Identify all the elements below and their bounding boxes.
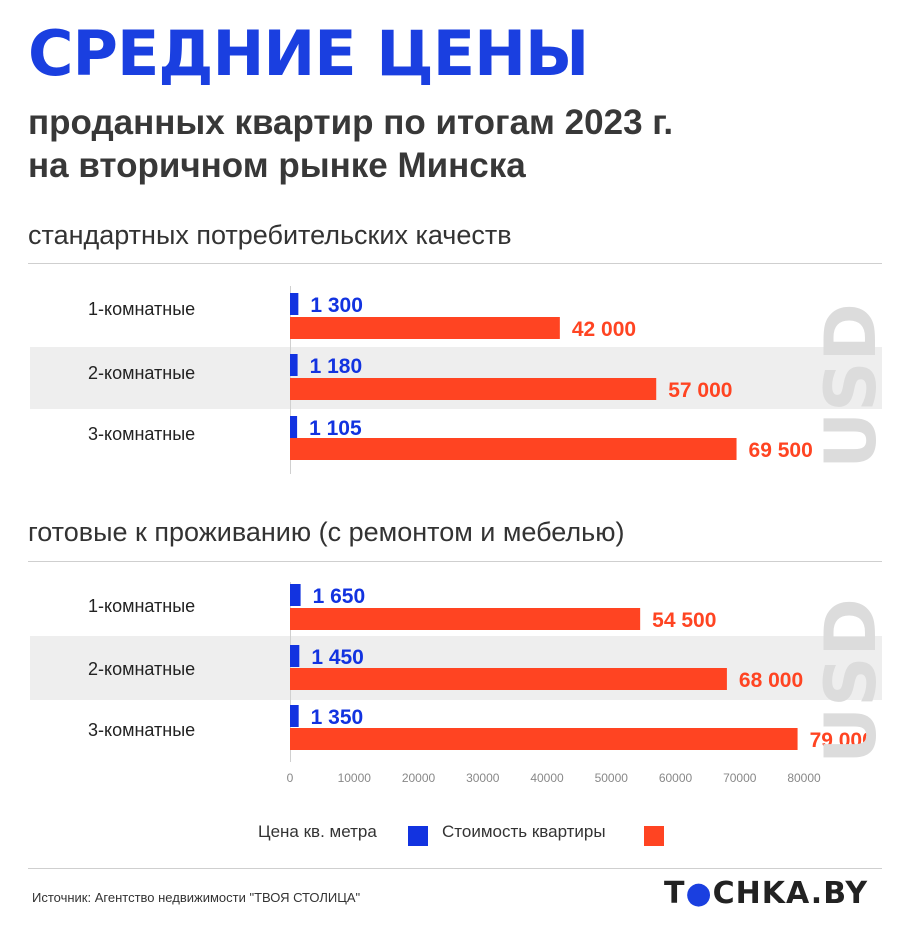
bar-price-per-sqm bbox=[290, 584, 301, 606]
data-label-per-sqm: 1 450 bbox=[311, 646, 364, 669]
subtitle-line-1: проданных квартир по итогам 2023 г. bbox=[28, 103, 674, 142]
x-tick-label: 60000 bbox=[659, 771, 693, 785]
legend-swatch-per-sqm bbox=[408, 826, 428, 846]
legend-label-total: Стоимость квартиры bbox=[442, 822, 606, 841]
data-label-apartment-price: 69 500 bbox=[749, 439, 813, 462]
bar-apartment-price bbox=[290, 608, 641, 630]
bar-apartment-price bbox=[290, 438, 737, 460]
section-divider bbox=[28, 263, 882, 264]
data-label-apartment-price: 54 500 bbox=[652, 609, 716, 632]
footer-divider bbox=[28, 868, 882, 869]
bar-price-per-sqm bbox=[290, 354, 298, 376]
category-label: 2-комнатные bbox=[88, 659, 196, 679]
data-label-per-sqm: 1 650 bbox=[313, 585, 366, 608]
legend-label-per-sqm: Цена кв. метра bbox=[258, 822, 377, 841]
section-title-standard: стандартных потребительских качеств bbox=[28, 220, 512, 250]
category-label: 1-комнатные bbox=[88, 596, 196, 616]
unit-watermark: USD bbox=[810, 303, 892, 469]
subtitle-line-2: на вторичном рынке Минска bbox=[28, 146, 526, 185]
x-tick-label: 30000 bbox=[466, 771, 500, 785]
bar-apartment-price bbox=[290, 378, 657, 400]
x-tick-label: 50000 bbox=[595, 771, 629, 785]
bar-apartment-price bbox=[290, 317, 560, 339]
bar-apartment-price bbox=[290, 728, 798, 750]
logo-dot-icon: ● bbox=[685, 876, 713, 911]
unit-watermark: USD bbox=[810, 598, 892, 764]
data-label-apartment-price: 42 000 bbox=[572, 318, 636, 341]
chart-subtitle: проданных квартир по итогам 2023 г. на в… bbox=[28, 101, 673, 187]
x-tick-label: 80000 bbox=[787, 771, 821, 785]
data-label-per-sqm: 1 350 bbox=[311, 706, 364, 729]
section-title-renovated: готовые к проживанию (с ремонтом и мебел… bbox=[28, 517, 625, 547]
brand-logo: T●CHKA.BY bbox=[664, 876, 869, 911]
category-label: 2-комнатные bbox=[88, 363, 196, 383]
chart-title: СРЕДНИЕ ЦЕНЫ bbox=[28, 17, 589, 90]
category-label: 3-комнатные bbox=[88, 424, 196, 444]
legend-swatch-total bbox=[644, 826, 664, 846]
x-tick-label: 10000 bbox=[338, 771, 372, 785]
section-divider bbox=[28, 561, 882, 562]
x-tick-label: 0 bbox=[287, 771, 294, 785]
data-label-per-sqm: 1 300 bbox=[310, 294, 363, 317]
bar-apartment-price bbox=[290, 668, 727, 690]
source-note: Источник: Агентство недвижимости "ТВОЯ С… bbox=[32, 890, 361, 905]
category-label: 3-комнатные bbox=[88, 720, 196, 740]
x-tick-label: 20000 bbox=[402, 771, 436, 785]
bar-price-per-sqm bbox=[290, 416, 298, 438]
bar-price-per-sqm bbox=[290, 705, 299, 727]
bar-price-per-sqm bbox=[290, 293, 299, 315]
category-label: 1-комнатные bbox=[88, 299, 196, 319]
data-label-per-sqm: 1 180 bbox=[310, 355, 363, 378]
data-label-per-sqm: 1 105 bbox=[309, 417, 362, 440]
x-tick-label: 70000 bbox=[723, 771, 757, 785]
data-label-apartment-price: 68 000 bbox=[739, 669, 803, 692]
data-label-apartment-price: 57 000 bbox=[668, 379, 732, 402]
bar-price-per-sqm bbox=[290, 645, 300, 667]
data-label-apartment-price: 79 000 bbox=[810, 729, 874, 752]
x-tick-label: 40000 bbox=[530, 771, 564, 785]
